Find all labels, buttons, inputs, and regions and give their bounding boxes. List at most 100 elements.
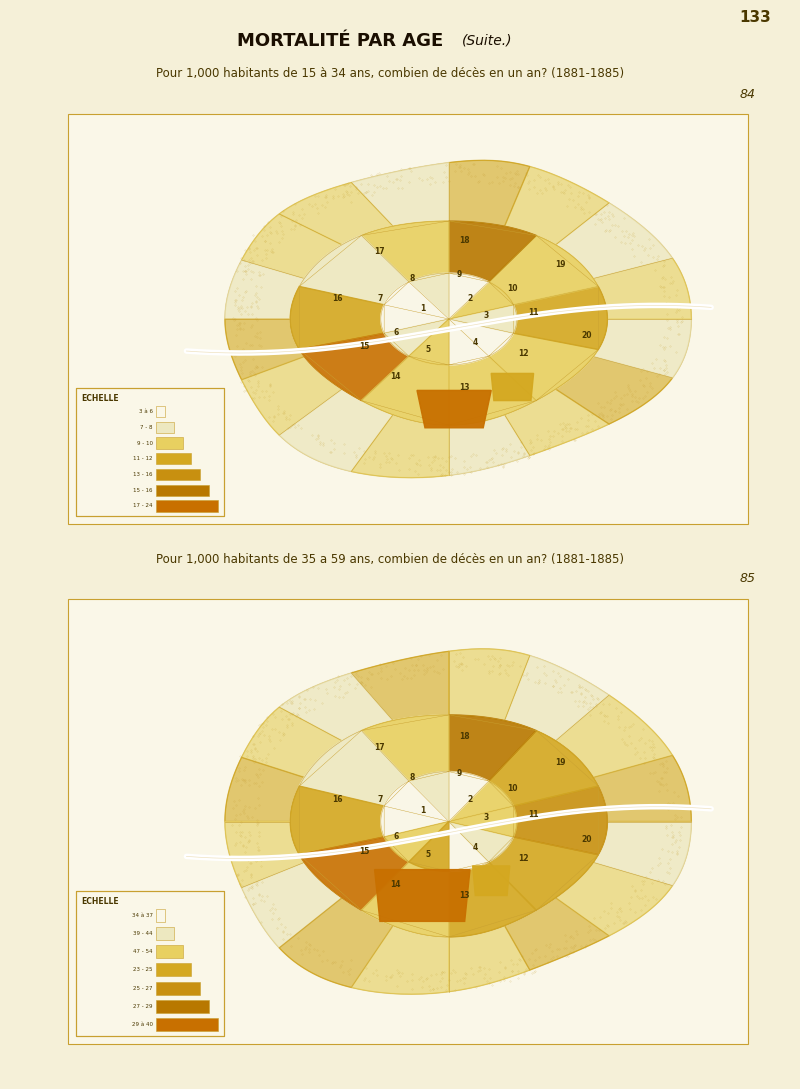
Polygon shape [514,286,607,350]
Text: 6: 6 [393,328,398,338]
Polygon shape [225,649,691,994]
Text: 11: 11 [528,809,539,819]
Text: 39 - 44: 39 - 44 [134,931,153,937]
Text: 20: 20 [582,835,592,844]
Polygon shape [449,160,530,227]
Bar [156,421,174,433]
Text: 12: 12 [518,348,528,357]
Text: 84: 84 [740,87,756,100]
Text: 17: 17 [374,246,386,256]
Text: 18: 18 [459,236,470,245]
Polygon shape [290,715,607,937]
Polygon shape [489,731,598,806]
Text: 11 - 12: 11 - 12 [134,456,153,462]
Text: 13: 13 [459,382,470,392]
Text: (Suite.): (Suite.) [462,34,512,48]
Polygon shape [449,771,489,821]
Text: 4: 4 [473,843,478,852]
Polygon shape [381,305,449,333]
Polygon shape [225,260,304,319]
Text: 85: 85 [740,573,756,586]
Polygon shape [409,821,449,871]
Text: 7: 7 [378,294,382,303]
Text: 9: 9 [457,270,462,279]
Text: 4: 4 [473,339,478,347]
Polygon shape [489,235,598,305]
Polygon shape [225,160,691,478]
Text: 12: 12 [518,854,528,862]
Text: ECHELLE: ECHELLE [81,897,118,906]
Bar [76,388,224,516]
Polygon shape [225,757,304,821]
Polygon shape [449,926,530,992]
Text: 1: 1 [420,806,425,815]
Text: 13 - 16: 13 - 16 [134,472,153,477]
Text: 9 - 10: 9 - 10 [137,441,153,445]
Text: 16: 16 [332,294,342,303]
Text: 23 - 25: 23 - 25 [134,967,153,972]
Polygon shape [556,862,673,935]
Polygon shape [362,221,449,282]
Polygon shape [594,756,691,821]
Text: 14: 14 [390,372,401,381]
Polygon shape [491,374,534,401]
Text: 18: 18 [459,732,470,741]
Polygon shape [473,866,510,895]
Polygon shape [384,821,449,861]
Bar [156,438,182,449]
Bar [76,891,224,1036]
Polygon shape [449,781,514,821]
Bar [156,469,200,480]
Text: 7 - 8: 7 - 8 [141,425,153,430]
Text: 8: 8 [409,772,414,782]
Text: 34 à 37: 34 à 37 [132,913,153,918]
Polygon shape [449,319,489,365]
Polygon shape [362,356,449,425]
Polygon shape [225,821,304,888]
Polygon shape [242,213,342,279]
Polygon shape [505,389,609,455]
Bar [156,453,191,464]
Polygon shape [351,926,449,994]
Text: 13: 13 [459,891,470,900]
Text: 15: 15 [359,846,369,856]
Polygon shape [351,651,449,721]
Polygon shape [489,333,598,401]
Polygon shape [242,707,342,778]
Polygon shape [417,390,491,428]
Bar [76,388,224,516]
Text: Pour 1,000 habitants de 15 à 34 ans, combien de décès en un an? (1881-1885): Pour 1,000 habitants de 15 à 34 ans, com… [156,68,624,81]
Polygon shape [279,673,393,741]
Bar [156,485,210,495]
Bar [156,909,165,922]
Polygon shape [556,203,673,279]
Bar [156,500,218,512]
Polygon shape [505,656,609,741]
Polygon shape [449,715,536,781]
Text: 20: 20 [582,331,592,341]
Polygon shape [449,282,514,319]
Text: Pour 1,000 habitants de 35 a 59 ans, combien de décès en un an? (1881-1885): Pour 1,000 habitants de 35 a 59 ans, com… [156,552,624,565]
Polygon shape [449,356,536,425]
Polygon shape [505,167,609,245]
Polygon shape [449,305,517,333]
Polygon shape [290,286,384,350]
Text: 17 - 24: 17 - 24 [134,503,153,509]
Text: ECHELLE: ECHELLE [81,394,118,403]
Polygon shape [279,389,393,472]
Text: 3 à 6: 3 à 6 [139,409,153,414]
Polygon shape [505,897,609,970]
Text: 133: 133 [739,10,771,24]
Polygon shape [290,786,384,855]
Polygon shape [384,282,449,319]
Bar [156,406,165,417]
Polygon shape [384,781,449,821]
Polygon shape [374,870,470,921]
Polygon shape [409,273,449,319]
Text: 1: 1 [420,304,425,314]
Text: MORTALITÉ PAR AGE: MORTALITÉ PAR AGE [237,32,443,50]
Polygon shape [225,319,304,380]
Bar [156,945,182,958]
Polygon shape [449,861,536,937]
Text: 19: 19 [555,260,566,269]
